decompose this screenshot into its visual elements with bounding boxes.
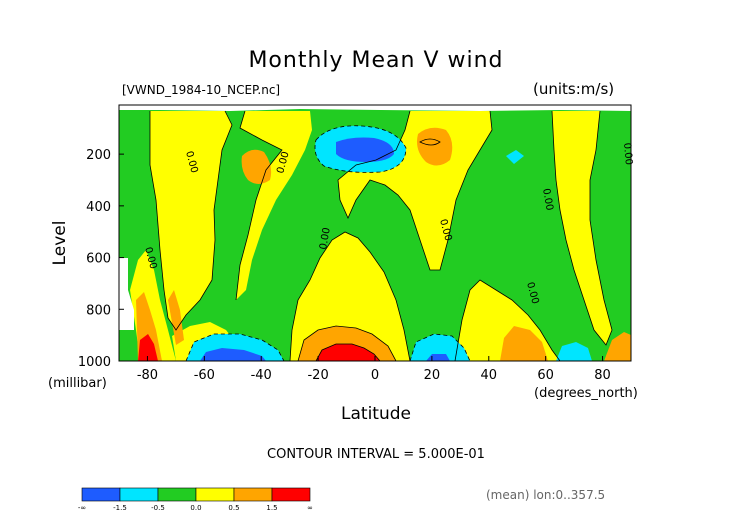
colorbar-label: -0.5: [151, 504, 165, 512]
colorbar-label: 0.0: [190, 504, 201, 512]
contour-interval: CONTOUR INTERVAL = 5.000E-01: [267, 447, 485, 462]
colorbar-label: -1.5: [113, 504, 127, 512]
dataset-label: [VWND_1984-10_NCEP.nc]: [122, 83, 281, 97]
x-tick-label: 60: [537, 368, 554, 383]
colorbar-swatch: [195, 487, 235, 502]
colorbar-label: 1.5: [266, 504, 277, 512]
x-axis-unit: (degrees_north): [534, 386, 638, 401]
x-tick-label: -20: [307, 368, 328, 383]
x-tick-label: -40: [251, 368, 272, 383]
x-axis-label: Latitude: [341, 404, 411, 424]
y-tick-label: 200: [86, 148, 111, 163]
contour-lines: [149, 110, 613, 361]
contour-label: 0.00: [540, 188, 555, 212]
x-tick-label: -80: [137, 368, 158, 383]
contour-label: 0.00: [318, 227, 333, 251]
units-label: (units:m/s): [533, 80, 615, 98]
colorbar-swatch: [233, 487, 273, 502]
field-shading: [119, 105, 631, 361]
colorbar-swatch: [271, 487, 311, 502]
colorbar-label: 0.5: [228, 504, 239, 512]
y-tick-label: 800: [86, 303, 111, 318]
y-axis-unit: (millibar): [48, 376, 107, 391]
x-tick-label: 40: [481, 368, 498, 383]
colorbar-label: -∞: [78, 504, 86, 512]
y-tick-label: 400: [86, 200, 111, 215]
colorbar-swatch: [119, 487, 159, 502]
y-tick-label: 600: [86, 252, 111, 267]
colorbar-swatch: [81, 487, 121, 502]
colorbar-swatch: [157, 487, 197, 502]
x-tick-label: -60: [194, 368, 215, 383]
x-tick-label: 20: [424, 368, 441, 383]
axes: -80 -60 -40 -20 0 20 40 60 80 200 400 600 800 1000: [78, 148, 611, 383]
y-tick-label: 1000: [78, 355, 111, 370]
x-tick-label: 0: [371, 368, 379, 383]
colorbar-label: ∞: [307, 504, 313, 512]
x-tick-label: 80: [594, 368, 611, 383]
chart-title: Monthly Mean V wind: [248, 48, 504, 73]
footer-note: (mean) lon:0..357.5: [486, 488, 606, 502]
contour-label: 0.00: [621, 142, 634, 165]
colorbar: -∞ -1.5 -0.5 0.0 0.5 1.5 ∞: [78, 487, 313, 512]
